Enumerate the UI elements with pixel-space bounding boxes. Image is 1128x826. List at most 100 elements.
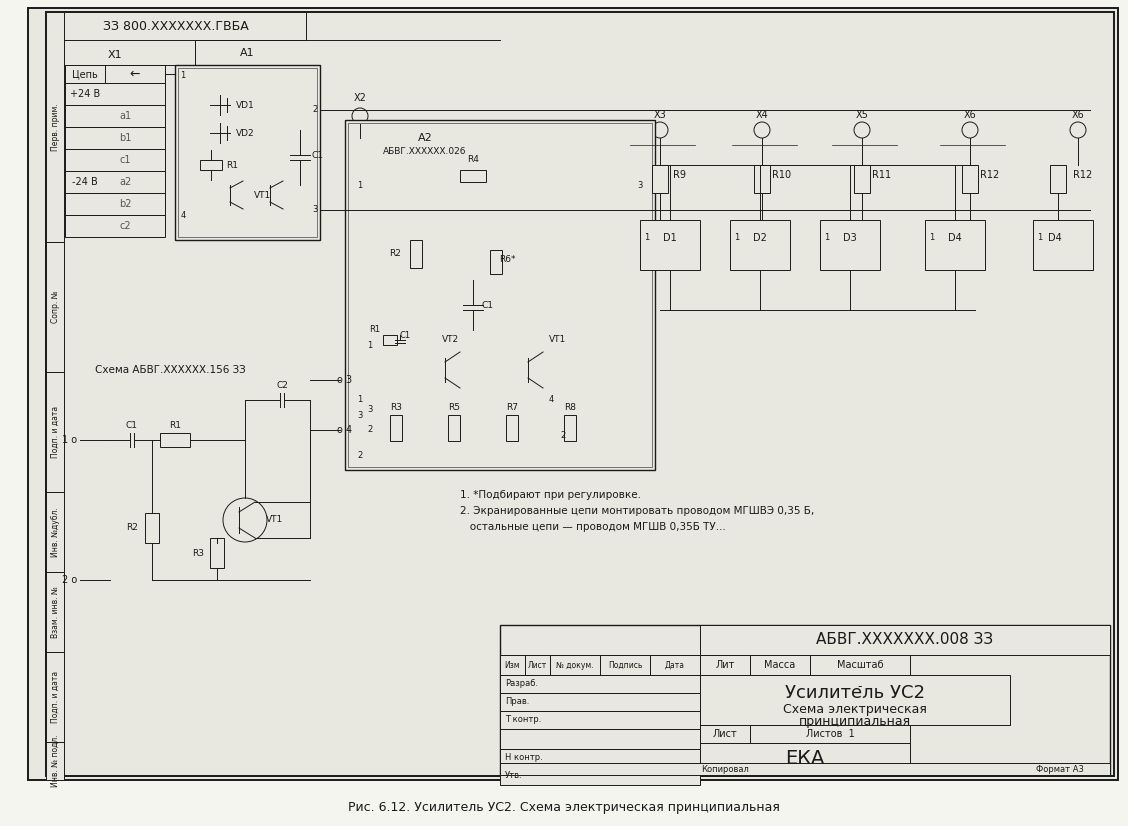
Text: R9: R9 [673,170,687,180]
Text: -: - [857,681,862,694]
Bar [820,220,880,270]
Text: 1: 1 [929,234,935,243]
Text: C2: C2 [276,381,288,390]
Text: VT2: VT2 [441,335,459,344]
Text: Лист: Лист [528,661,547,670]
Bar [46,242,64,372]
Bar [200,160,222,170]
Bar [700,625,1110,655]
Bar [210,538,224,568]
Text: ←: ← [130,68,140,80]
Bar [349,123,652,467]
Bar [700,743,910,775]
Bar [448,415,460,441]
Text: Н контр.: Н контр. [505,753,543,762]
Text: 1. *Подбирают при регулировке.: 1. *Подбирают при регулировке. [460,490,641,500]
Text: X6: X6 [963,110,977,120]
Text: VD1: VD1 [236,101,255,110]
Text: R1: R1 [370,325,380,335]
Bar [500,655,525,675]
Text: 1: 1 [644,234,650,243]
Bar [500,625,1110,775]
Bar [345,120,655,470]
Text: Дата: Дата [666,661,685,670]
Bar [500,729,700,749]
Text: 2 o: 2 o [62,575,78,585]
Text: X5: X5 [855,110,869,120]
Text: Листов  1: Листов 1 [805,729,854,739]
Text: C1: C1 [126,420,138,430]
Text: АБВГ.XXXXXXX.008 ЗЗ: АБВГ.XXXXXXX.008 ЗЗ [817,633,994,648]
Text: Усилитель УС2: Усилитель УС2 [785,684,925,702]
Text: R2: R2 [126,524,138,533]
Text: X6: X6 [1072,110,1084,120]
Text: VT1: VT1 [549,335,566,344]
Text: 4: 4 [180,211,186,220]
Text: D3: D3 [843,233,857,243]
Text: a2: a2 [118,177,131,187]
Text: Копировал: Копировал [702,765,749,773]
Bar [65,65,165,83]
Text: Подп. и дата: Подп. и дата [51,406,60,458]
Text: o 3: o 3 [337,375,353,385]
Text: Перв. прим.: Перв. прим. [51,103,60,151]
Text: 1: 1 [368,340,372,349]
Text: Масса: Масса [765,660,795,670]
Bar [46,12,64,242]
Text: D4: D4 [1048,233,1061,243]
Bar [525,655,550,675]
Bar [652,165,668,193]
Bar [46,652,64,742]
Text: R4: R4 [467,155,479,164]
Text: Сопр. №: Сопр. № [51,291,60,323]
Text: D1: D1 [663,233,677,243]
Bar [46,742,64,780]
Bar [384,335,397,345]
Bar [640,220,700,270]
Text: R6*: R6* [499,255,515,264]
Text: b1: b1 [118,133,131,143]
Text: X1: X1 [107,50,122,60]
Text: R8: R8 [564,402,576,411]
Text: Подп. и дата: Подп. и дата [51,671,60,723]
Bar [65,149,165,171]
Bar [506,415,518,441]
Bar [46,572,64,652]
Bar [810,675,910,700]
Text: R12: R12 [980,170,999,180]
Text: Цепь: Цепь [72,69,98,79]
Bar [810,655,910,675]
Text: R1: R1 [226,160,238,169]
Text: Лист: Лист [713,729,738,739]
Bar [754,165,770,193]
Text: 3: 3 [312,206,318,215]
Text: 2: 2 [561,430,565,439]
Text: 2: 2 [358,450,362,459]
Text: 1: 1 [358,181,362,189]
Bar [460,170,486,182]
Bar [500,655,700,775]
Text: 2. Экранированные цепи монтировать проводом МГШВЭ 0,35 Б,: 2. Экранированные цепи монтировать прово… [460,506,814,516]
Bar [500,749,700,767]
Text: 3: 3 [368,406,372,415]
Text: Схема электрическая: Схема электрическая [783,704,927,716]
Bar [700,725,750,743]
Text: VD2: VD2 [236,129,254,137]
Text: 3: 3 [358,411,363,420]
Text: ЕКА: ЕКА [785,749,825,768]
Text: R5: R5 [448,402,460,411]
Text: принципиальная: принципиальная [799,715,911,729]
Text: D4: D4 [949,233,962,243]
Text: ЗЗ 800.XXXXXXX.ГВБА: ЗЗ 800.XXXXXXX.ГВБА [103,20,249,32]
Text: R1: R1 [169,420,180,430]
Text: R2: R2 [389,249,400,259]
Text: 2: 2 [312,106,318,115]
Bar [178,68,317,237]
Bar [500,693,700,711]
Text: R7: R7 [506,402,518,411]
Bar [65,171,165,193]
Text: Изм: Изм [504,661,520,670]
Text: C1: C1 [399,330,411,339]
Text: Т контр.: Т контр. [505,715,541,724]
Bar [962,165,978,193]
